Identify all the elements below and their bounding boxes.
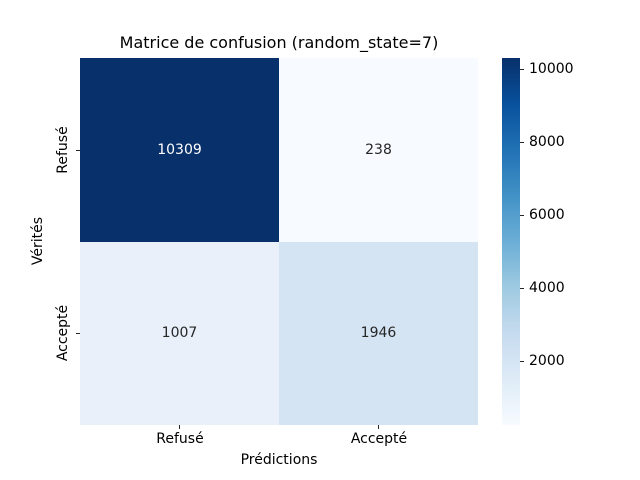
chart-title: Matrice de confusion (random_state=7) [119,33,439,52]
heatmap-cell-true-refuse-pred-refuse: 10309 [80,58,279,242]
colorbar-tick-label: 6000 [529,207,565,223]
x-tick-label-refuse: Refusé [156,431,204,447]
y-axis-tick-mark [76,333,80,334]
x-axis-tick-mark [179,425,180,429]
colorbar-gradient [502,58,520,425]
colorbar-tick-mark [520,288,524,289]
colorbar-tick-label: 4000 [529,280,565,296]
x-tick-label-accepte: Accepté [350,431,408,447]
heatmap: 10309 238 1007 1946 [80,58,478,425]
cell-value: 1007 [161,325,198,342]
x-axis-label: Prédictions [240,452,318,468]
colorbar-tick-mark [520,215,524,216]
cell-value: 1946 [360,325,397,342]
colorbar-tick-label: 10000 [529,61,574,77]
heatmap-cell-true-accepte-pred-accepte: 1946 [279,241,478,425]
y-tick-label-refuse: Refusé [55,126,71,174]
colorbar-tick-mark [520,69,524,70]
colorbar-tick-label: 2000 [529,353,565,369]
cell-value: 10309 [157,141,202,158]
cell-value: 238 [365,141,392,158]
heatmap-cell-true-accepte-pred-refuse: 1007 [80,241,279,425]
colorbar-tick-mark [520,142,524,143]
colorbar-tick-mark [520,361,524,362]
y-tick-label-accepte: Accepté [55,304,71,362]
y-axis-label: Vérités [30,216,46,266]
heatmap-cell-true-refuse-pred-accepte: 238 [279,58,478,242]
colorbar-tick-label: 8000 [529,134,565,150]
y-axis-tick-mark [76,150,80,151]
x-axis-tick-mark [378,425,379,429]
